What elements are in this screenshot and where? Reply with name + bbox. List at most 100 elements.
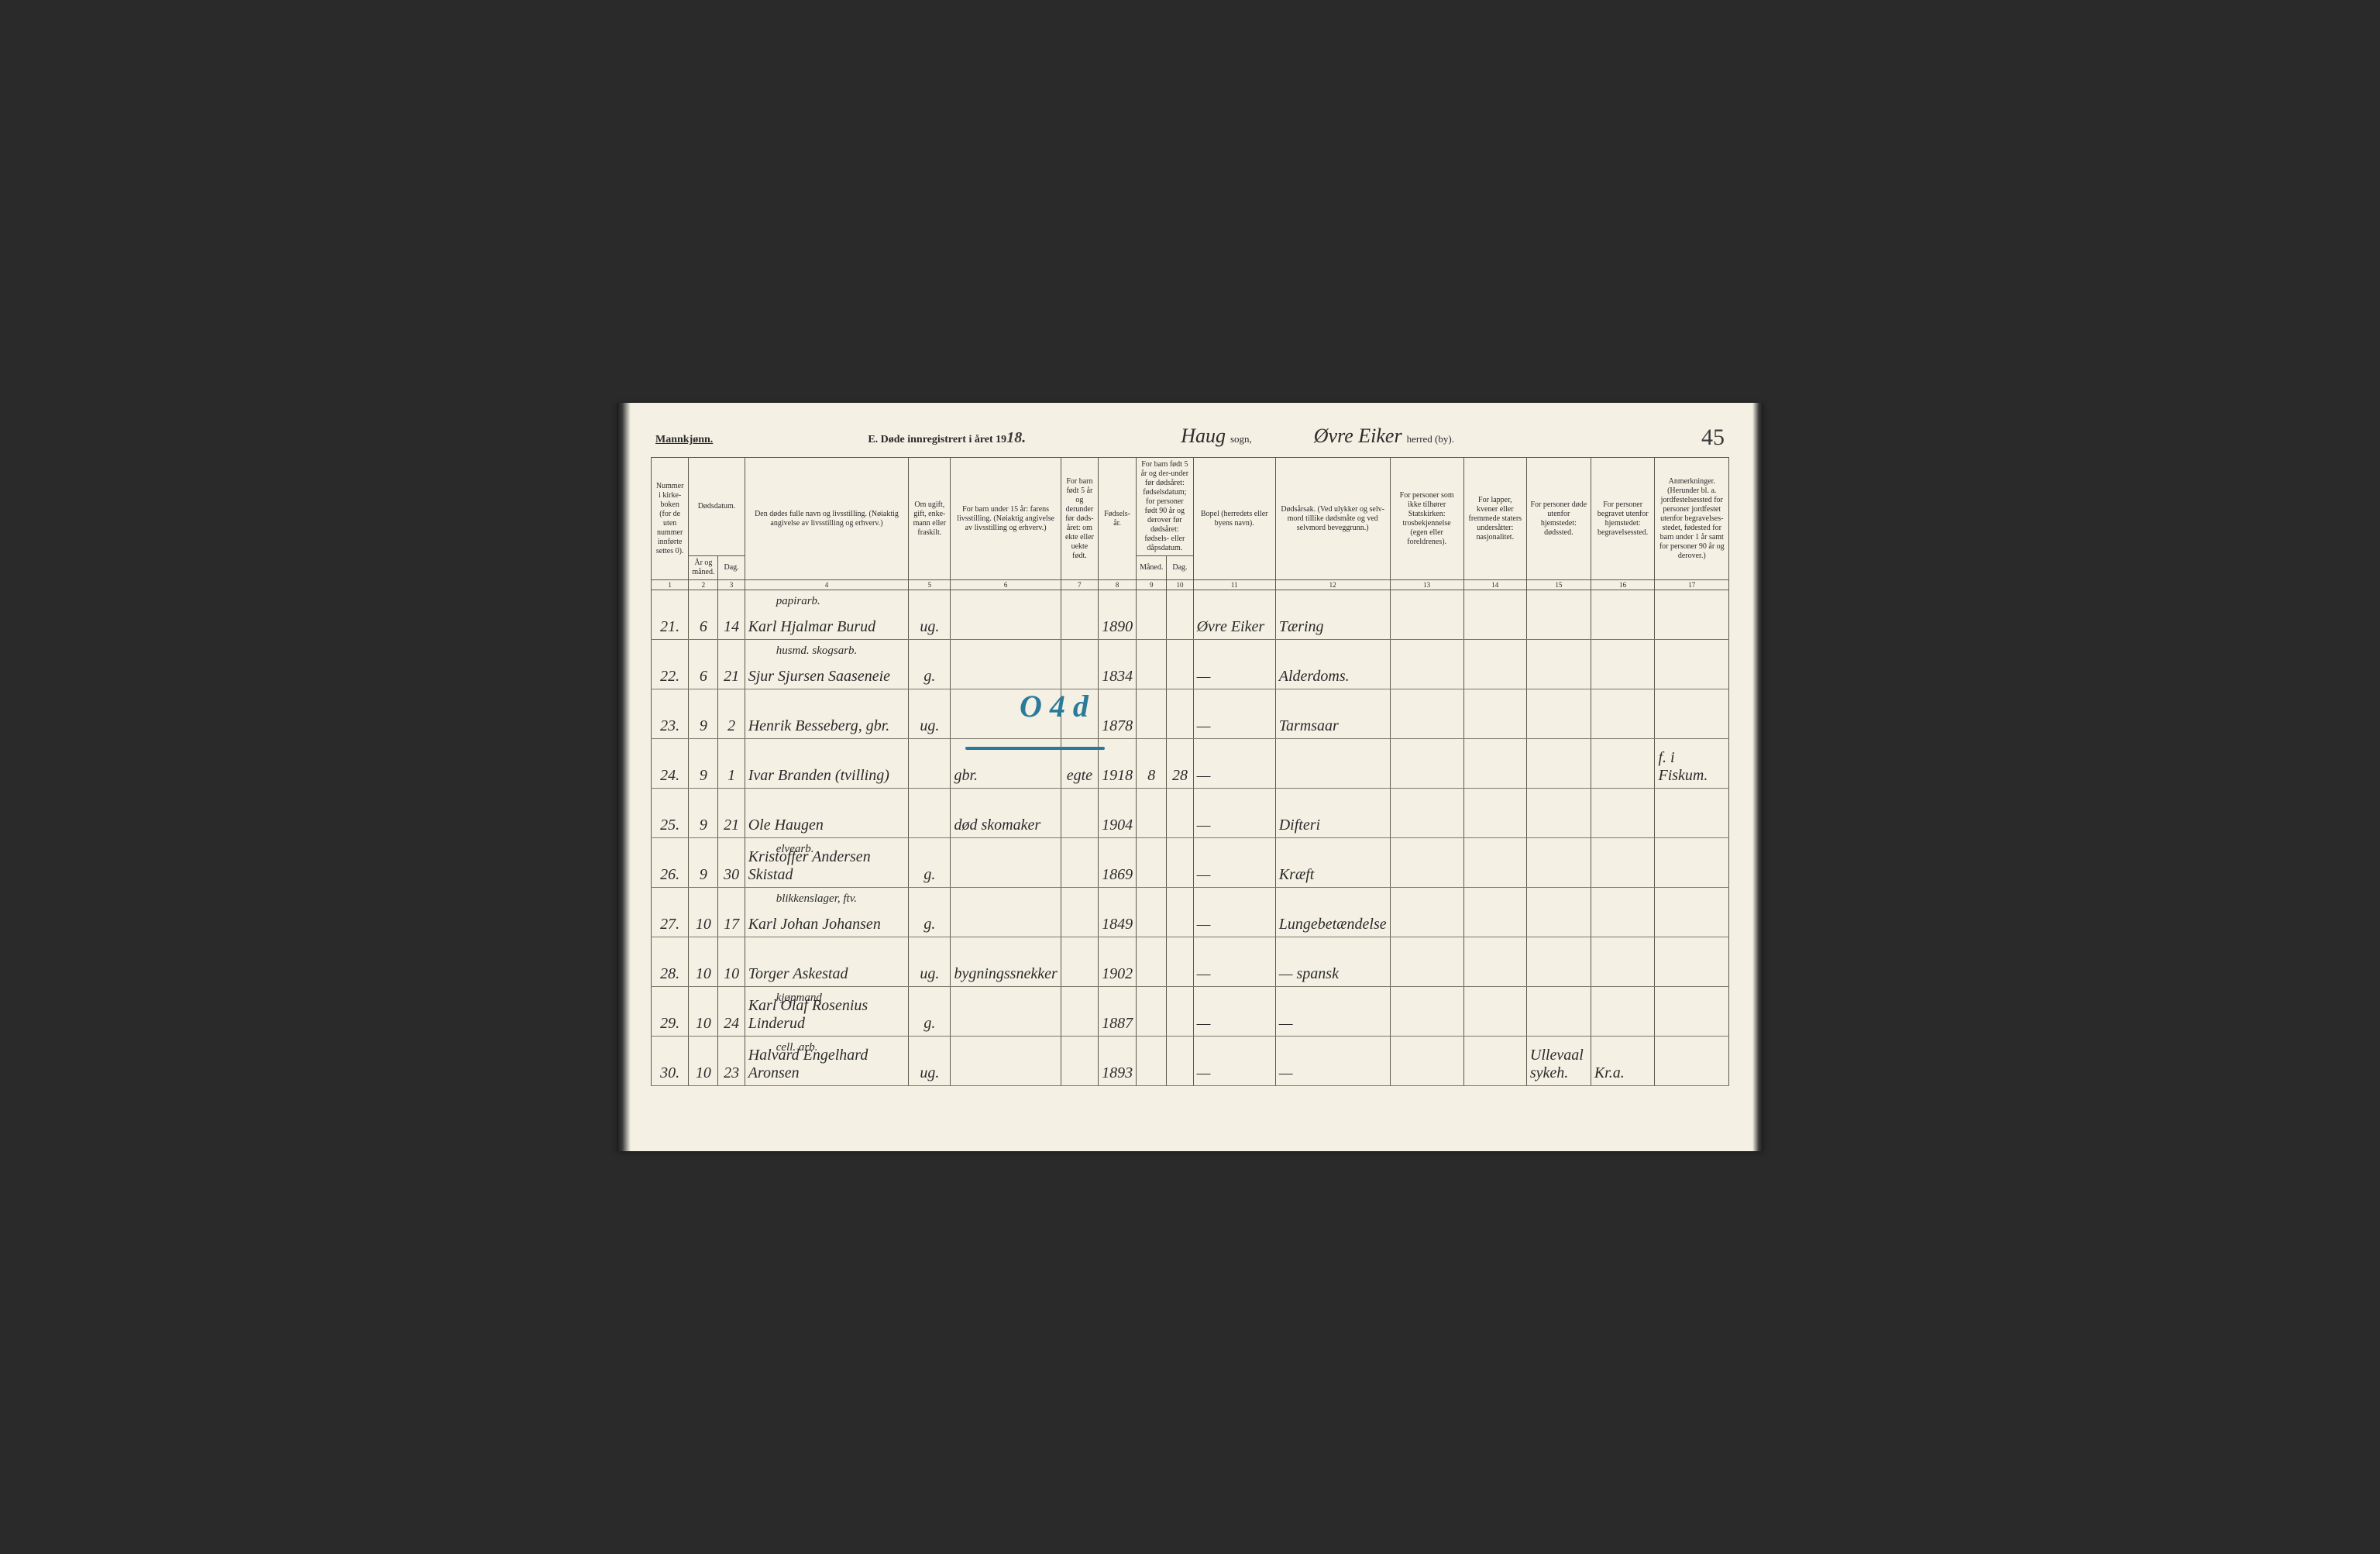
cell-d: 28: [1167, 739, 1193, 789]
cell-num: 22.: [652, 640, 689, 689]
table-row: 23.92Henrik Besseberg, gbr.ug.1878—Tarms…: [652, 689, 1729, 739]
cell-d: [1167, 689, 1193, 739]
person-name: Sjur Sjursen Saaseneie: [748, 668, 890, 685]
person-name: Henrik Besseberg, gbr.: [748, 717, 890, 734]
cell-d: [1167, 987, 1193, 1037]
cell-bopel: —: [1193, 739, 1275, 789]
col-idx: 15: [1526, 580, 1591, 590]
table-row: 21.614papirarb.Karl Hjalmar Burudug.1890…: [652, 590, 1729, 640]
cell-c15: [1526, 739, 1591, 789]
col-idx: 17: [1655, 580, 1729, 590]
page-number: 45: [1701, 425, 1725, 451]
cell-c13: [1390, 640, 1463, 689]
cell-c14: [1463, 987, 1526, 1037]
occupation-note: cell. arb.: [776, 1041, 818, 1054]
cell-faar: 1878: [1099, 689, 1137, 739]
cell-c15: [1526, 689, 1591, 739]
cell-mnd: 10: [689, 987, 718, 1037]
parish-label: sogn,: [1230, 433, 1252, 445]
cell-mnd: 9: [689, 789, 718, 838]
cell-sivil: ug.: [909, 937, 951, 987]
cell-faar: 1869: [1099, 838, 1137, 888]
cell-c17: [1655, 937, 1729, 987]
cell-aarsak: —: [1275, 1037, 1390, 1086]
occupation-note: elvearb.: [776, 843, 814, 856]
occupation-note: blikkenslager, ftv.: [776, 892, 857, 906]
cell-sivil: ug.: [909, 1037, 951, 1086]
cell-bopel: —: [1193, 937, 1275, 987]
table-header: Nummer i kirke-boken (for de uten nummer…: [652, 458, 1729, 590]
cell-ekte: [1061, 987, 1098, 1037]
col-header-12: Dødsårsak. (Ved ulykker og selv-mord til…: [1275, 458, 1390, 580]
col-header-2-3: Dødsdatum.: [689, 458, 745, 556]
cell-bopel: —: [1193, 838, 1275, 888]
cell-mnd: 10: [689, 888, 718, 937]
cell-c14: [1463, 739, 1526, 789]
cell-c15: [1526, 888, 1591, 937]
cell-bopel: —: [1193, 987, 1275, 1037]
cell-c14: [1463, 1037, 1526, 1086]
cell-d: [1167, 590, 1193, 640]
cell-navn: cell. arb.Halvard Engelhard Aronsen: [745, 1037, 909, 1086]
col-header-4: Den dødes fulle navn og livsstilling. (N…: [745, 458, 909, 580]
cell-sivil: g.: [909, 888, 951, 937]
cell-mnd: 9: [689, 739, 718, 789]
table-row: 25.921Ole Haugendød skomaker1904—Difteri: [652, 789, 1729, 838]
cell-navn: elvearb.Kristoffer Andersen Skistad: [745, 838, 909, 888]
column-index-row: 1 2 3 4 5 6 7 8 9 10 11 12 13 14 15 16 1…: [652, 580, 1729, 590]
col-idx: 12: [1275, 580, 1390, 590]
cell-mnd: 6: [689, 590, 718, 640]
cell-m: [1137, 888, 1167, 937]
cell-m: [1137, 937, 1167, 987]
cell-ekte: [1061, 937, 1098, 987]
cell-sivil: [909, 789, 951, 838]
cell-mnd: 6: [689, 640, 718, 689]
person-name: Karl Hjalmar Burud: [748, 618, 875, 635]
cell-c17: [1655, 789, 1729, 838]
col-header-6: For barn under 15 år: farens livsstillin…: [951, 458, 1061, 580]
cell-aarsak: Alderdoms.: [1275, 640, 1390, 689]
table-row: 22.621husmd. skogsarb.Sjur Sjursen Saase…: [652, 640, 1729, 689]
cell-m: [1137, 789, 1167, 838]
col-idx: 3: [718, 580, 745, 590]
cell-faren: død skomaker: [951, 789, 1061, 838]
person-name: Ivar Branden (tvilling): [748, 767, 889, 784]
cell-dag: 17: [718, 888, 745, 937]
cell-d: [1167, 789, 1193, 838]
cell-aarsak: Tarmsaar: [1275, 689, 1390, 739]
cell-dag: 1: [718, 739, 745, 789]
cell-c13: [1390, 937, 1463, 987]
col-idx: 5: [909, 580, 951, 590]
cell-navn: Henrik Besseberg, gbr.: [745, 689, 909, 739]
cell-m: [1137, 838, 1167, 888]
cell-ekte: [1061, 789, 1098, 838]
col-header-17: Anmerkninger. (Herunder bl. a. jordfeste…: [1655, 458, 1729, 580]
col-header-7: For barn født 5 år og derunder før døds-…: [1061, 458, 1098, 580]
page-edge-left: [617, 403, 631, 1151]
cell-mnd: 10: [689, 1037, 718, 1086]
cell-c14: [1463, 888, 1526, 937]
cell-m: [1137, 689, 1167, 739]
cell-c16: Kr.a.: [1591, 1037, 1655, 1086]
blue-annotation: O 4 d: [1020, 688, 1089, 724]
col-header-14: For lapper, kvener eller fremmede stater…: [1463, 458, 1526, 580]
cell-faren: bygningssnekker: [951, 937, 1061, 987]
cell-c16: [1591, 987, 1655, 1037]
cell-c13: [1390, 590, 1463, 640]
occupation-note: kjøpmand: [776, 992, 822, 1005]
cell-faar: 1849: [1099, 888, 1137, 937]
header-row: Mannkjønn. E. Døde innregistrert i året …: [655, 425, 1725, 448]
parish-handwritten: Haug: [1181, 425, 1226, 448]
cell-faren: [951, 1037, 1061, 1086]
cell-faren: [951, 888, 1061, 937]
table-row: 26.930elvearb.Kristoffer Andersen Skista…: [652, 838, 1729, 888]
col-idx: 6: [951, 580, 1061, 590]
page-edge-right: [1752, 403, 1763, 1151]
cell-navn: blikkenslager, ftv.Karl Johan Johansen: [745, 888, 909, 937]
cell-bopel: —: [1193, 1037, 1275, 1086]
cell-faren: [951, 590, 1061, 640]
cell-c17: [1655, 640, 1729, 689]
col-header-10: Dag.: [1167, 556, 1193, 580]
cell-c13: [1390, 838, 1463, 888]
col-header-13: For personer som ikke tilhører Statskirk…: [1390, 458, 1463, 580]
